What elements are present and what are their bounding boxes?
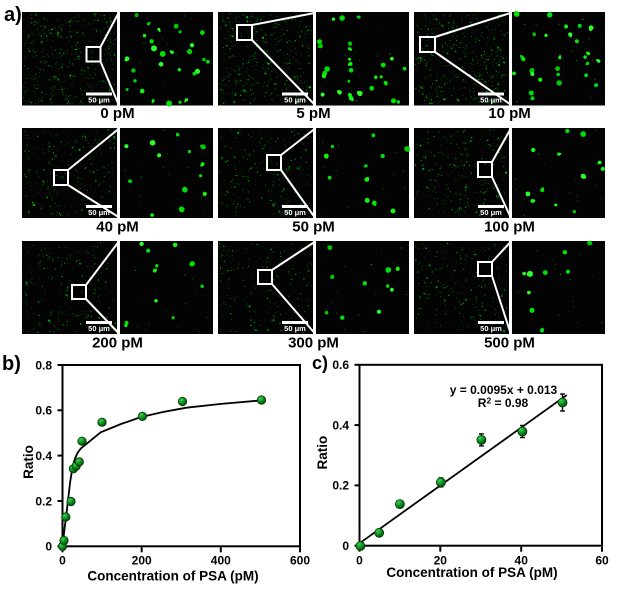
svg-text:500 pM: 500 pM — [484, 335, 535, 352]
svg-text:y = 0.0095x + 0.013: y = 0.0095x + 0.013 — [450, 383, 558, 397]
svg-text:400: 400 — [211, 554, 231, 568]
svg-text:0.2: 0.2 — [332, 479, 349, 493]
svg-text:60: 60 — [595, 554, 609, 568]
svg-text:50 μm: 50 μm — [480, 208, 502, 217]
svg-text:20: 20 — [434, 554, 448, 568]
svg-text:0.8: 0.8 — [35, 358, 52, 372]
svg-text:50 μm: 50 μm — [480, 96, 502, 105]
svg-text:0: 0 — [59, 554, 66, 568]
svg-text:50 μm: 50 μm — [284, 208, 306, 217]
svg-text:10 pM: 10 pM — [488, 105, 531, 122]
svg-text:0: 0 — [45, 540, 52, 554]
svg-text:40 pM: 40 pM — [96, 219, 139, 236]
svg-text:0.6: 0.6 — [35, 404, 52, 418]
svg-text:a): a) — [4, 4, 22, 26]
svg-text:R2 = 0.98: R2 = 0.98 — [478, 396, 529, 411]
svg-text:0: 0 — [356, 554, 363, 568]
svg-text:5 pM: 5 pM — [296, 105, 330, 122]
svg-text:200 pM: 200 pM — [92, 335, 143, 352]
svg-text:200: 200 — [132, 554, 152, 568]
svg-text:Concentration of PSA (pM): Concentration of PSA (pM) — [386, 565, 557, 580]
svg-text:600: 600 — [290, 554, 310, 568]
svg-text:0.2: 0.2 — [35, 494, 52, 508]
svg-text:50 μm: 50 μm — [88, 208, 110, 217]
svg-text:Concentration of PSA (pM): Concentration of PSA (pM) — [87, 569, 258, 584]
svg-text:b): b) — [2, 353, 21, 375]
svg-text:50 μm: 50 μm — [88, 96, 110, 105]
svg-text:40: 40 — [515, 554, 529, 568]
svg-text:50 pM: 50 pM — [292, 219, 335, 236]
svg-text:0 pM: 0 pM — [100, 105, 134, 122]
svg-text:50 μm: 50 μm — [284, 96, 306, 105]
svg-text:0.6: 0.6 — [332, 358, 349, 372]
svg-text:Ratio: Ratio — [315, 436, 330, 470]
svg-text:0.4: 0.4 — [332, 418, 349, 432]
svg-text:300 pM: 300 pM — [288, 335, 339, 352]
svg-text:c): c) — [312, 353, 328, 373]
svg-text:100 pM: 100 pM — [484, 219, 535, 236]
svg-text:0: 0 — [342, 539, 349, 553]
svg-text:50 μm: 50 μm — [480, 324, 502, 333]
svg-text:Ratio: Ratio — [21, 445, 36, 479]
svg-text:50 μm: 50 μm — [88, 324, 110, 333]
svg-text:50 μm: 50 μm — [284, 324, 306, 333]
svg-text:0.4: 0.4 — [35, 449, 52, 463]
